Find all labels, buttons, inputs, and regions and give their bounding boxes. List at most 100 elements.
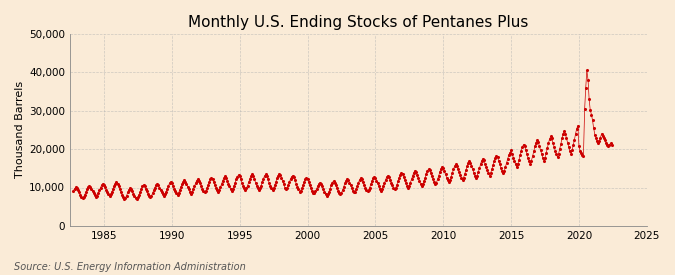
Point — [188, 187, 198, 192]
Point — [552, 155, 563, 160]
Point — [154, 185, 165, 190]
Point — [358, 180, 369, 184]
Point — [238, 183, 248, 188]
Point — [236, 177, 246, 182]
Point — [415, 182, 426, 186]
Point — [144, 194, 155, 198]
Point — [292, 185, 303, 189]
Point — [113, 184, 124, 188]
Point — [502, 156, 513, 161]
Point — [498, 171, 509, 175]
Point — [604, 142, 615, 147]
Point — [484, 174, 495, 178]
Text: Source: U.S. Energy Information Administration: Source: U.S. Energy Information Administ… — [14, 262, 245, 272]
Point — [211, 188, 222, 192]
Point — [342, 177, 352, 181]
Point — [77, 196, 88, 200]
Point — [273, 174, 284, 178]
Point — [74, 190, 84, 195]
Point — [251, 183, 262, 188]
Point — [510, 162, 521, 167]
Point — [242, 183, 253, 188]
Point — [206, 176, 217, 180]
Point — [214, 188, 225, 192]
Point — [323, 189, 334, 194]
Point — [99, 183, 109, 187]
Point — [199, 190, 210, 195]
Point — [529, 149, 539, 154]
Point — [191, 178, 202, 183]
Point — [512, 165, 522, 169]
Point — [247, 172, 258, 176]
Point — [369, 175, 380, 179]
Point — [537, 155, 548, 160]
Point — [226, 188, 237, 193]
Point — [531, 140, 541, 145]
Point — [518, 142, 529, 147]
Point — [268, 186, 279, 191]
Point — [258, 177, 269, 181]
Point — [545, 134, 556, 139]
Point — [336, 191, 347, 195]
Point — [603, 144, 614, 148]
Point — [102, 190, 113, 195]
Point — [477, 158, 487, 163]
Point — [189, 184, 200, 189]
Point — [601, 141, 612, 145]
Point — [593, 141, 603, 145]
Point — [249, 177, 260, 181]
Point — [472, 174, 483, 178]
Point — [429, 180, 439, 184]
Point — [422, 169, 433, 173]
Point — [591, 139, 602, 144]
Point — [579, 107, 590, 111]
Point — [381, 175, 392, 179]
Point — [443, 180, 454, 184]
Point — [271, 176, 282, 180]
Point — [325, 186, 335, 191]
Point — [400, 181, 411, 185]
Title: Monthly U.S. Ending Stocks of Pentanes Plus: Monthly U.S. Ending Stocks of Pentanes P… — [188, 15, 529, 30]
Point — [404, 183, 414, 188]
Point — [403, 185, 414, 190]
Point — [405, 180, 416, 185]
Point — [584, 97, 595, 101]
Point — [317, 184, 327, 189]
Point — [358, 183, 369, 187]
Point — [568, 143, 578, 147]
Point — [92, 193, 103, 198]
Point — [177, 182, 188, 186]
Point — [176, 185, 186, 189]
Point — [246, 174, 256, 178]
Point — [259, 174, 270, 178]
Point — [439, 169, 450, 174]
Point — [221, 176, 232, 180]
Point — [207, 177, 218, 182]
Point — [356, 177, 367, 182]
Point — [494, 162, 505, 167]
Point — [534, 144, 545, 148]
Point — [495, 166, 506, 170]
Point — [318, 187, 329, 191]
Point — [269, 183, 280, 187]
Point — [82, 187, 92, 192]
Point — [107, 187, 118, 191]
Point — [117, 192, 128, 197]
Point — [505, 150, 516, 155]
Point — [286, 175, 297, 179]
Point — [562, 141, 573, 145]
Point — [198, 189, 209, 193]
Point — [217, 178, 228, 183]
Point — [373, 181, 383, 185]
Point — [564, 145, 574, 149]
Point — [462, 161, 473, 166]
Point — [72, 188, 83, 192]
Point — [135, 190, 146, 194]
Point — [532, 138, 543, 142]
Point — [389, 187, 400, 192]
Point — [561, 136, 572, 141]
Point — [275, 173, 286, 177]
Point — [362, 189, 373, 194]
Point — [288, 175, 299, 179]
Point — [506, 148, 516, 152]
